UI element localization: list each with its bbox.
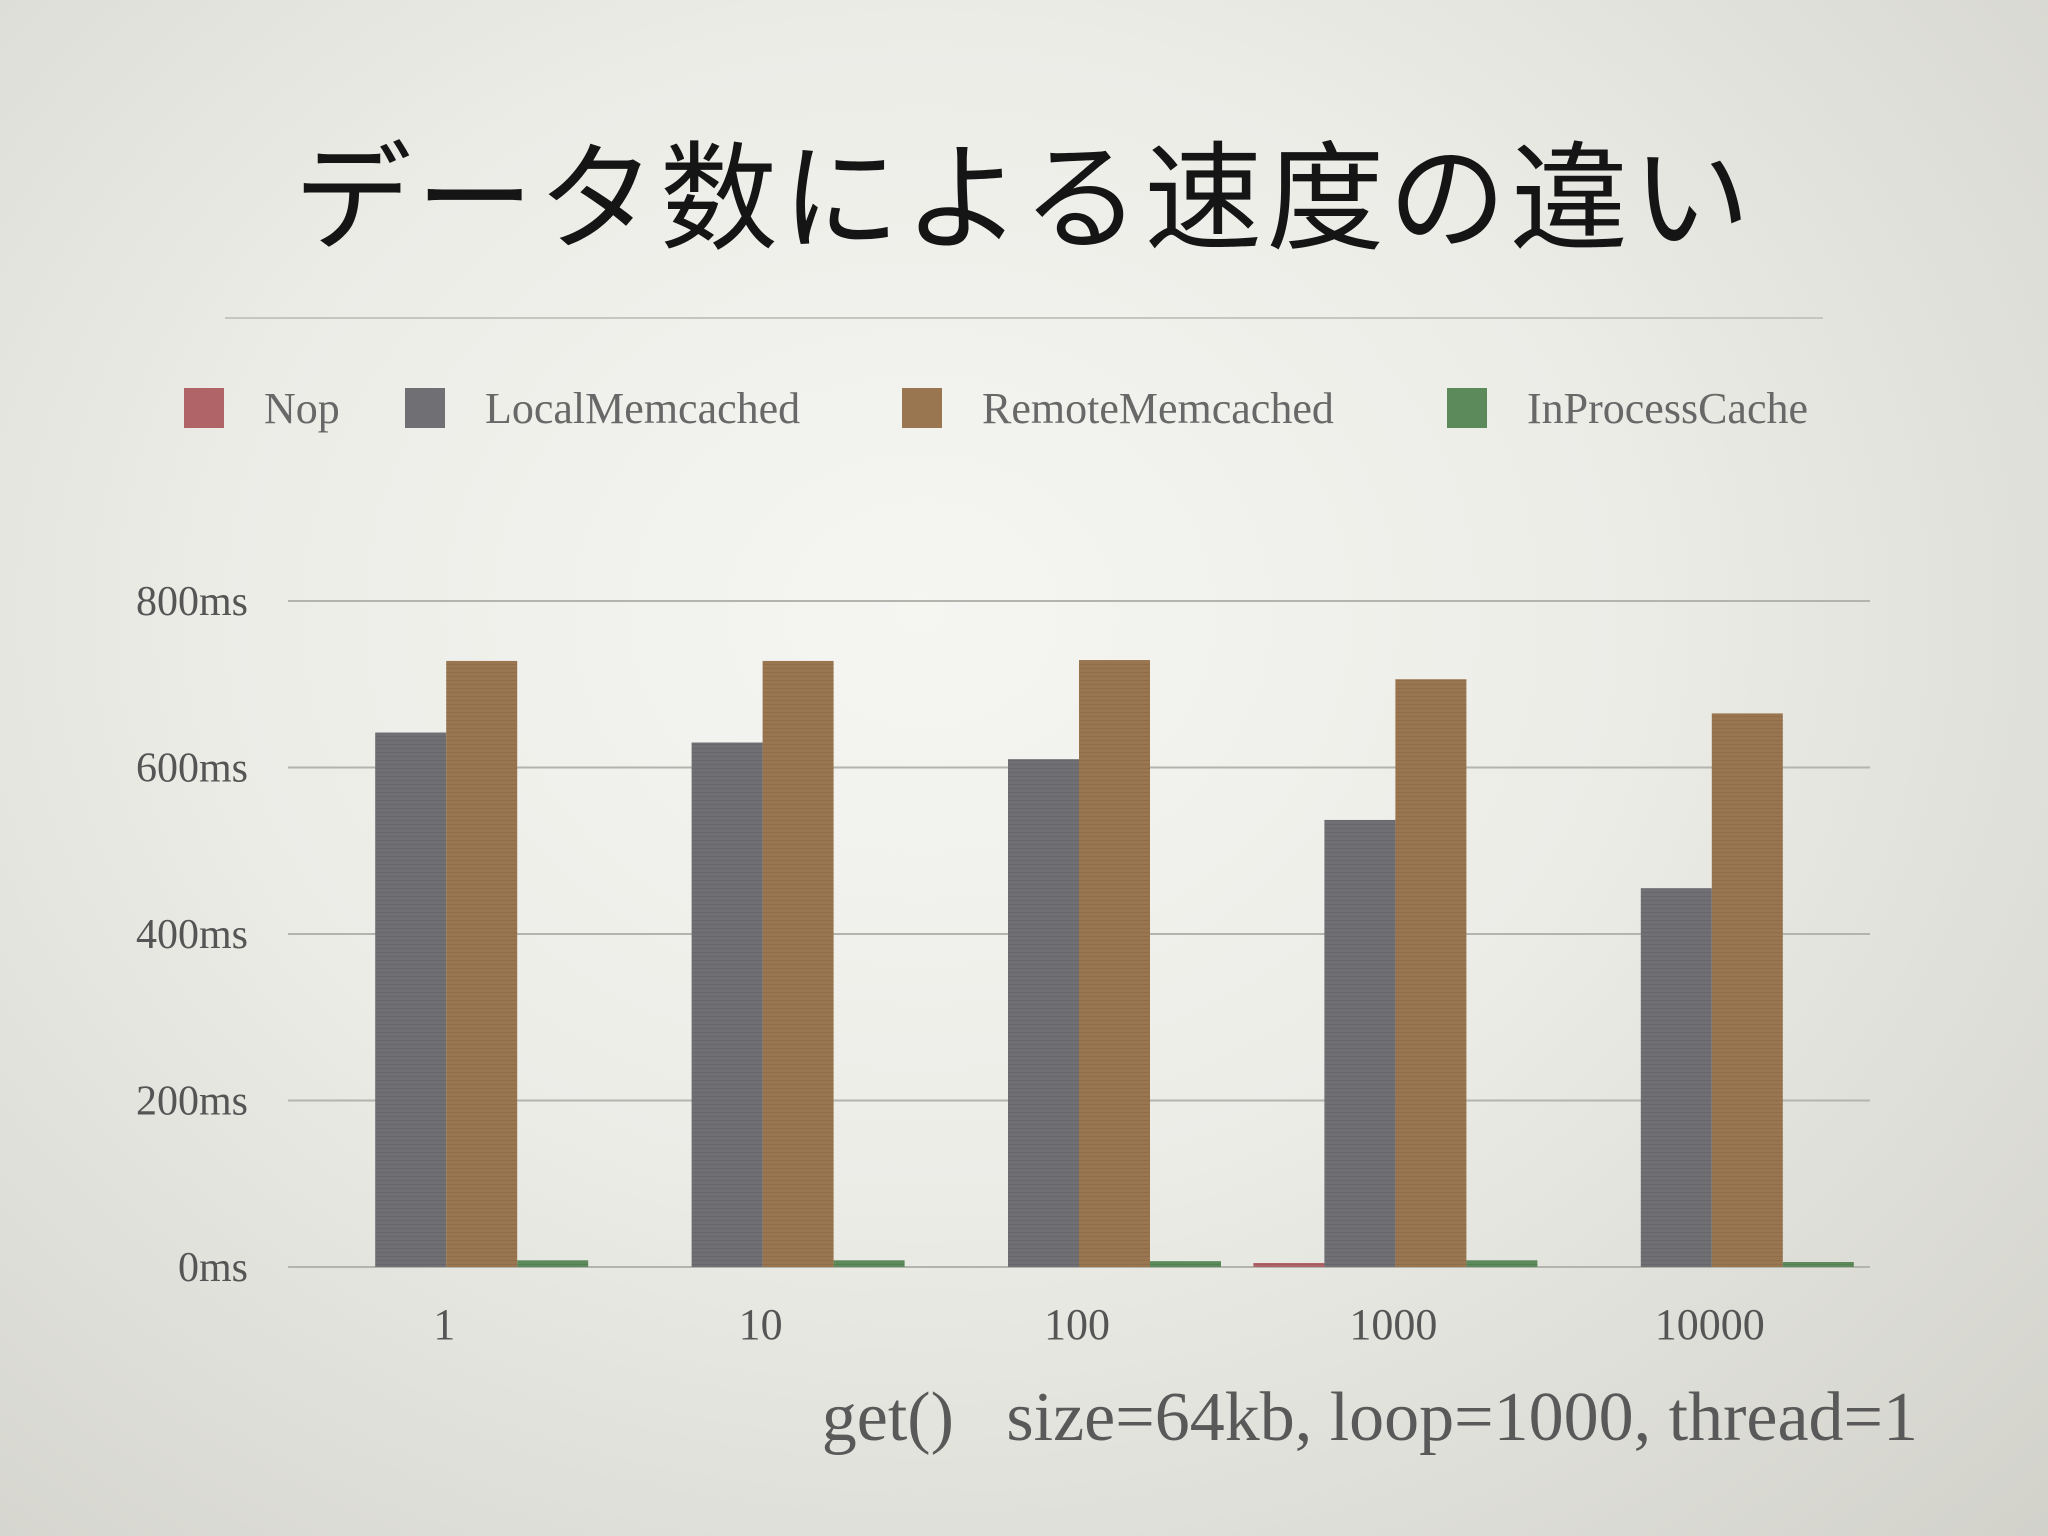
legend-item-inprocesscache: InProcessCache bbox=[1447, 378, 1808, 438]
legend-swatch-nop bbox=[184, 388, 224, 428]
bar-texture bbox=[1711, 713, 1783, 1267]
x-tick-label: 10 bbox=[739, 1300, 783, 1349]
bar-texture bbox=[762, 660, 834, 1267]
x-tick-label: 1000 bbox=[1349, 1300, 1437, 1349]
slide-title: データ数による速度の違い bbox=[293, 130, 1755, 268]
bar-texture bbox=[1008, 759, 1079, 1267]
y-tick-label: 0ms bbox=[178, 1245, 248, 1291]
legend-item-remotememcached: RemoteMemcached bbox=[902, 378, 1334, 438]
legend-label-inprocesscache: InProcessCache bbox=[1527, 383, 1809, 433]
x-tick-label: 10000 bbox=[1655, 1300, 1765, 1349]
bar-texture bbox=[1395, 679, 1467, 1267]
x-tick-label: 1 bbox=[433, 1300, 455, 1349]
chart-legend: Nop LocalMemcached RemoteMemcached InPro… bbox=[0, 378, 2048, 438]
bar-texture bbox=[1640, 888, 1712, 1267]
bar-texture bbox=[517, 1260, 589, 1267]
y-tick-label: 200ms bbox=[136, 1079, 248, 1125]
legend-label-localmemcached: LocalMemcached bbox=[485, 383, 801, 433]
bar-texture bbox=[833, 1260, 905, 1267]
bar-texture bbox=[1782, 1262, 1854, 1267]
y-tick-label: 800ms bbox=[136, 579, 248, 625]
bar-texture bbox=[1324, 819, 1396, 1267]
legend-swatch-localmemcached bbox=[405, 388, 445, 428]
legend-item-nop: Nop bbox=[184, 378, 340, 438]
bar-texture bbox=[1253, 1263, 1325, 1267]
bar-texture bbox=[446, 660, 518, 1267]
bar-texture bbox=[1079, 660, 1150, 1267]
bar-texture bbox=[1150, 1261, 1221, 1267]
bar-texture bbox=[375, 732, 447, 1267]
bar-texture bbox=[691, 742, 763, 1267]
legend-label-nop: Nop bbox=[264, 383, 340, 433]
y-tick-label: 600ms bbox=[136, 746, 248, 792]
bar-texture bbox=[1466, 1260, 1538, 1267]
legend-label-remotememcached: RemoteMemcached bbox=[982, 383, 1334, 433]
legend-item-localmemcached: LocalMemcached bbox=[405, 378, 800, 438]
chart-caption: get() size=64kb, loop=1000, thread=1 bbox=[821, 1379, 1918, 1456]
x-tick-label: 100 bbox=[1044, 1300, 1110, 1349]
legend-swatch-remotememcached bbox=[902, 388, 942, 428]
title-divider bbox=[225, 317, 1823, 319]
legend-swatch-inprocesscache bbox=[1447, 388, 1487, 428]
y-tick-label: 400ms bbox=[136, 912, 248, 958]
